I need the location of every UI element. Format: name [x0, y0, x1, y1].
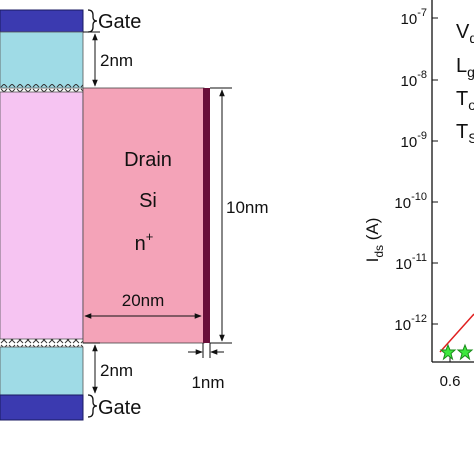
interface-bottom — [0, 339, 83, 347]
interface-top — [0, 84, 83, 92]
tick-base: 10 — [394, 317, 411, 334]
legend-base: V — [456, 21, 470, 43]
device: Drain Si n+ Gate 2nm 10nm 20nm 2nm 1nm G… — [0, 9, 269, 421]
y-tick-label: 10-7 — [401, 7, 427, 28]
y-axis-label: Ids (A) — [363, 218, 386, 263]
length-label: 20nm — [122, 291, 165, 310]
contact-label: 1nm — [191, 373, 224, 392]
tick-exp: -7 — [417, 7, 427, 19]
tick-exp: -11 — [412, 252, 427, 264]
y-tick-label: 10-11 — [395, 252, 427, 273]
tick-exp: -9 — [417, 130, 427, 142]
legend-text: TS — [456, 121, 474, 146]
channel — [0, 91, 84, 340]
drain-region — [82, 87, 205, 344]
tick-exp: -8 — [417, 69, 427, 81]
bottom-gate — [0, 394, 84, 421]
height-label: 10nm — [226, 198, 269, 217]
legend-base: L — [456, 55, 467, 77]
legend-text: Vd — [456, 21, 474, 46]
y-tick-label: 10-8 — [401, 69, 427, 90]
oxide-top-thickness: 2nm — [100, 51, 133, 70]
legend-text: Lg — [456, 55, 474, 80]
tick-exp: -10 — [411, 191, 427, 203]
partial-chart: Ids (A) 0.6 10-710-810-910-1010-1110-12V… — [363, 0, 474, 390]
y-tick-label: 10-10 — [394, 191, 427, 212]
drain-contact — [203, 88, 210, 343]
drain-material: Si — [139, 190, 157, 212]
bottom-oxide — [0, 346, 84, 396]
gate-label-top: Gate — [98, 11, 141, 33]
tick-base: 10 — [394, 195, 411, 212]
top-gate — [0, 9, 84, 33]
y-tick-label: 10-9 — [401, 130, 427, 151]
top-oxide — [0, 31, 84, 89]
legend-sub: g — [467, 64, 474, 80]
tick-base: 10 — [395, 256, 412, 273]
tick-base: 10 — [401, 11, 418, 28]
legend-sub: o — [468, 97, 474, 113]
y-tick-label: 10-12 — [394, 313, 427, 334]
legend-sub: d — [469, 30, 474, 46]
oxide-bottom-thickness: 2nm — [100, 361, 133, 380]
legend-sub: S — [468, 130, 474, 146]
drain-doping: n+ — [135, 229, 154, 255]
drain-label: Drain — [124, 149, 172, 171]
tick-exp: -12 — [411, 313, 427, 325]
tick-base: 10 — [401, 134, 418, 151]
legend-base: T — [456, 121, 468, 143]
legend-text: To — [456, 88, 474, 113]
x-tick-label: 0.6 — [440, 373, 461, 390]
gate-label-bottom: Gate — [98, 397, 141, 419]
tick-base: 10 — [401, 73, 418, 90]
legend-base: T — [456, 88, 468, 110]
